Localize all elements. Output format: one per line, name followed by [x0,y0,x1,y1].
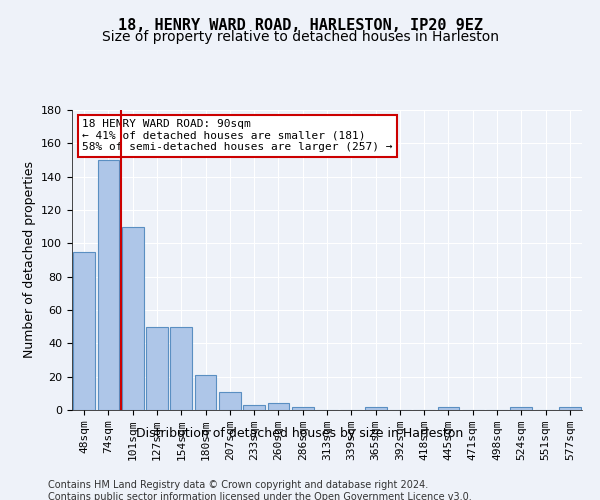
Bar [243,405,265,410]
Bar [559,406,581,410]
Bar [170,326,192,410]
Text: Contains HM Land Registry data © Crown copyright and database right 2024.
Contai: Contains HM Land Registry data © Crown c… [48,480,472,500]
Bar [97,160,119,410]
Bar [122,226,143,410]
Y-axis label: Number of detached properties: Number of detached properties [23,162,35,358]
Bar [146,326,168,410]
Text: Distribution of detached houses by size in Harleston: Distribution of detached houses by size … [136,428,464,440]
Bar [365,406,386,410]
Bar [219,392,241,410]
Bar [292,406,314,410]
Text: 18 HENRY WARD ROAD: 90sqm
← 41% of detached houses are smaller (181)
58% of semi: 18 HENRY WARD ROAD: 90sqm ← 41% of detac… [82,119,392,152]
Bar [73,252,95,410]
Text: 18, HENRY WARD ROAD, HARLESTON, IP20 9EZ: 18, HENRY WARD ROAD, HARLESTON, IP20 9EZ [118,18,482,32]
Bar [437,406,460,410]
Text: Size of property relative to detached houses in Harleston: Size of property relative to detached ho… [101,30,499,44]
Bar [194,375,217,410]
Bar [511,406,532,410]
Bar [268,404,289,410]
